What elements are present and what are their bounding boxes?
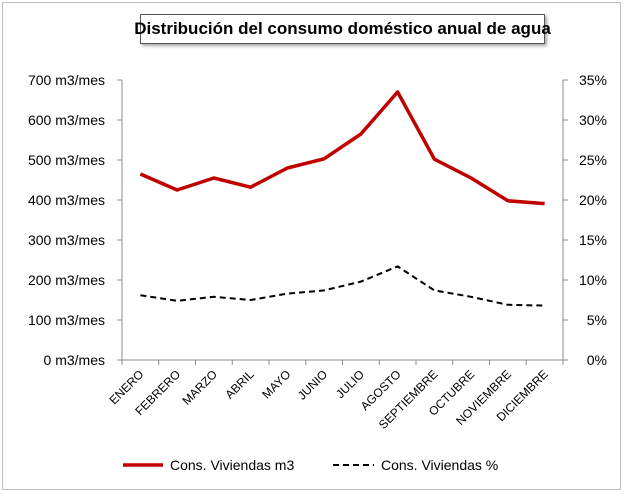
category-label: JULIO — [333, 367, 367, 401]
axes — [121, 80, 564, 361]
category-label: MARZO — [179, 367, 220, 408]
left-tick-label: 400 m3/mes — [28, 192, 105, 208]
left-tick-label: 300 m3/mes — [28, 232, 105, 248]
left-tick-label: 600 m3/mes — [28, 112, 105, 128]
right-tick-label: 10% — [579, 272, 607, 288]
right-axis-ticks: 0% 5% 10% 15% 20% 25% 30% 35% — [563, 72, 607, 368]
series-lines — [139, 90, 545, 307]
chart-frame — [2, 2, 621, 490]
left-tick-label: 0 m3/mes — [44, 352, 105, 368]
right-tick-label: 25% — [579, 152, 607, 168]
left-tick-label: 700 m3/mes — [28, 72, 105, 88]
left-tick-label: 500 m3/mes — [28, 152, 105, 168]
right-tick-label: 20% — [579, 192, 607, 208]
left-tick-label: 200 m3/mes — [28, 272, 105, 288]
series-line-percent — [140, 265, 545, 307]
chart-title: Distribución del consumo doméstico anual… — [134, 19, 551, 38]
right-tick-label: 0% — [587, 352, 607, 368]
legend-label-m3: Cons. Viviendas m3 — [170, 457, 294, 473]
right-tick-label: 35% — [579, 72, 607, 88]
series-line-m3 — [139, 90, 545, 206]
left-axis-ticks: 0 m3/mes 100 m3/mes 200 m3/mes 300 m3/mes 40… — [28, 72, 122, 368]
category-label: ABRIL — [222, 367, 257, 402]
right-tick-label: 5% — [587, 312, 607, 328]
chart-title-box: Distribución del consumo doméstico anual… — [134, 14, 551, 44]
legend-label-percent: Cons. Viviendas % — [381, 457, 498, 473]
category-label: MAYO — [259, 367, 293, 401]
left-tick-label: 100 m3/mes — [28, 312, 105, 328]
legend: Cons. Viviendas m3 Cons. Viviendas % — [123, 457, 498, 473]
category-label: JUNIO — [295, 367, 330, 402]
right-tick-label: 15% — [579, 232, 607, 248]
right-tick-label: 30% — [579, 112, 607, 128]
